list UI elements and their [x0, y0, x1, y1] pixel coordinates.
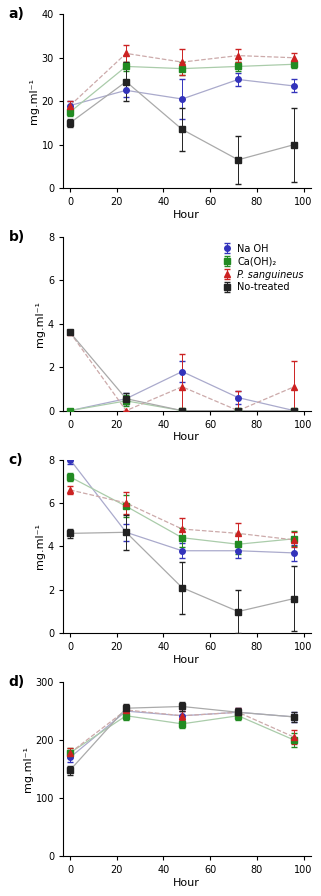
Y-axis label: mg.ml⁻¹: mg.ml⁻¹ — [29, 78, 39, 125]
X-axis label: Hour: Hour — [173, 655, 200, 665]
X-axis label: Hour: Hour — [173, 210, 200, 220]
X-axis label: Hour: Hour — [173, 433, 200, 443]
Legend: Na OH, Ca(OH)₂, P. sanguineus, No-treated: Na OH, Ca(OH)₂, P. sanguineus, No-treate… — [220, 242, 306, 295]
Text: a): a) — [9, 7, 24, 22]
Text: d): d) — [9, 676, 25, 689]
X-axis label: Hour: Hour — [173, 878, 200, 888]
Y-axis label: mg.ml⁻¹: mg.ml⁻¹ — [23, 746, 33, 792]
Text: c): c) — [9, 452, 23, 467]
Y-axis label: mg.ml⁻¹: mg.ml⁻¹ — [35, 301, 45, 347]
Text: b): b) — [9, 230, 25, 244]
Y-axis label: mg.ml⁻¹: mg.ml⁻¹ — [35, 523, 45, 569]
